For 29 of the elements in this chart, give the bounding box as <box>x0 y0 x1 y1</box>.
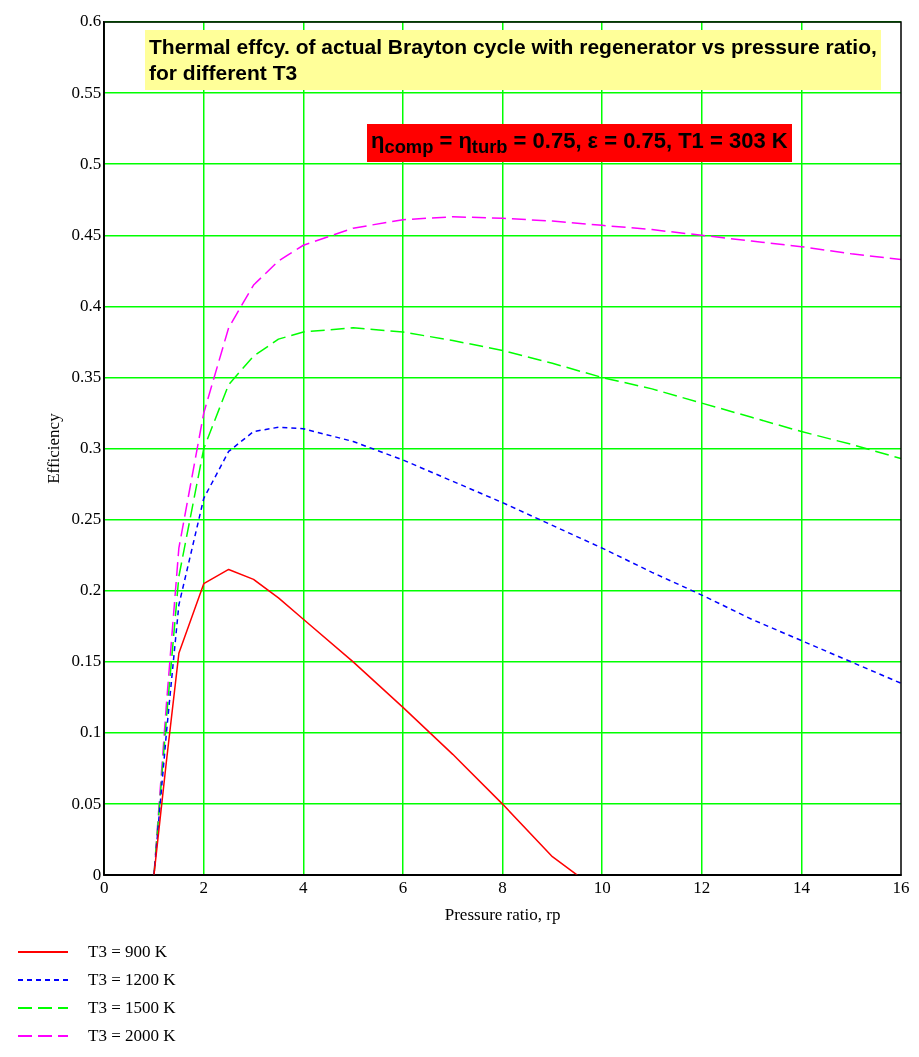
legend-label: T3 = 1500 K <box>88 998 176 1018</box>
annotation: η$_{comp}$ = η$_{turb}$ = 0.75, ε = 0.75, T1 = 303 K <box>367 124 792 163</box>
y-tick-label: 0.5 <box>79 153 102 173</box>
y-tick-label: 0.6 <box>79 11 102 31</box>
legend-label: T3 = 1200 K <box>88 970 176 990</box>
x-tick-label: 14 <box>792 877 811 897</box>
y-tick-label: 0.25 <box>71 509 102 529</box>
y-tick-label: 0.35 <box>71 366 102 386</box>
x-tick-label: 6 <box>398 877 408 897</box>
x-tick-label: 4 <box>299 877 309 897</box>
x-tick-label: 8 <box>498 877 507 897</box>
legend-label: T3 = 2000 K <box>88 1026 176 1046</box>
y-tick-label: 0 <box>92 864 102 884</box>
y-tick-label: 0.3 <box>79 438 102 458</box>
y-tick-label: 0.15 <box>71 651 102 671</box>
y-tick-label: 0.05 <box>71 793 102 813</box>
x-tick-label: 16 <box>892 877 910 897</box>
x-tick-label: 10 <box>593 877 611 897</box>
y-tick-label: 0.4 <box>79 295 102 315</box>
y-tick-label: 0.45 <box>71 224 102 244</box>
y-tick-label: 0.55 <box>71 82 102 102</box>
x-tick-label: 2 <box>199 877 209 897</box>
y-tick-label: 0.1 <box>79 722 102 742</box>
legend-label: T3 = 900 K <box>88 942 167 962</box>
x-axis-title: Pressure ratio, rp <box>444 905 561 925</box>
text: Thermal effcy. of actual Brayton cycle with regenerator vs pressure ratio, for different T3 <box>145 30 881 90</box>
x-tick-label: 12 <box>693 877 711 897</box>
y-tick-label: 0.2 <box>79 580 102 600</box>
y-axis-title: Efficiency <box>43 412 63 484</box>
